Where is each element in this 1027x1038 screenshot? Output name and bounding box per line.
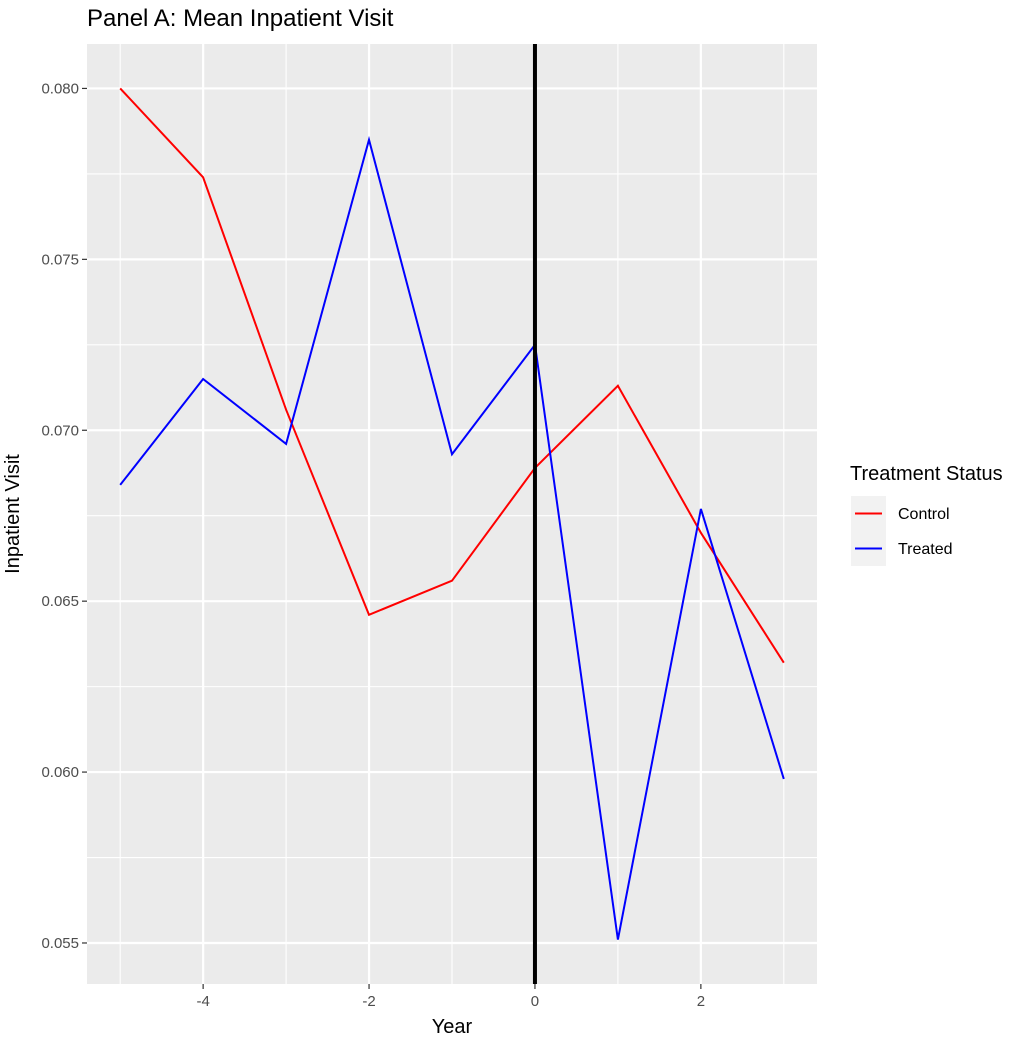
legend: Treatment Status Control Treated <box>850 463 1003 566</box>
y-tick-label: 0.070 <box>41 422 79 439</box>
chart-title: Panel A: Mean Inpatient Visit <box>87 5 394 32</box>
legend-items: Control Treated <box>851 496 953 566</box>
x-tick-label: -4 <box>196 993 209 1010</box>
y-tick-label: 0.080 <box>41 80 79 97</box>
y-tick-label: 0.075 <box>41 251 79 268</box>
series-layer <box>119 87 785 940</box>
y-tick-label: 0.055 <box>41 935 79 952</box>
series-line-treated <box>119 135 785 940</box>
x-tick-label: -2 <box>362 993 375 1010</box>
grid-minor <box>87 44 817 984</box>
y-axis: 0.055 0.060 0.065 0.070 0.075 0.080 <box>41 80 87 952</box>
legend-title: Treatment Status <box>850 463 1003 485</box>
y-tick-label: 0.065 <box>41 593 79 610</box>
legend-label-control: Control <box>898 506 950 523</box>
series-line-control <box>119 87 785 664</box>
x-axis-title: Year <box>432 1016 473 1038</box>
legend-label-treated: Treated <box>898 541 953 558</box>
x-tick-label: 2 <box>697 993 705 1010</box>
x-axis: -4 -2 0 2 <box>196 984 705 1010</box>
y-tick-label: 0.060 <box>41 764 79 781</box>
x-tick-label: 0 <box>531 993 539 1010</box>
y-axis-title: Inpatient Visit <box>2 454 24 574</box>
